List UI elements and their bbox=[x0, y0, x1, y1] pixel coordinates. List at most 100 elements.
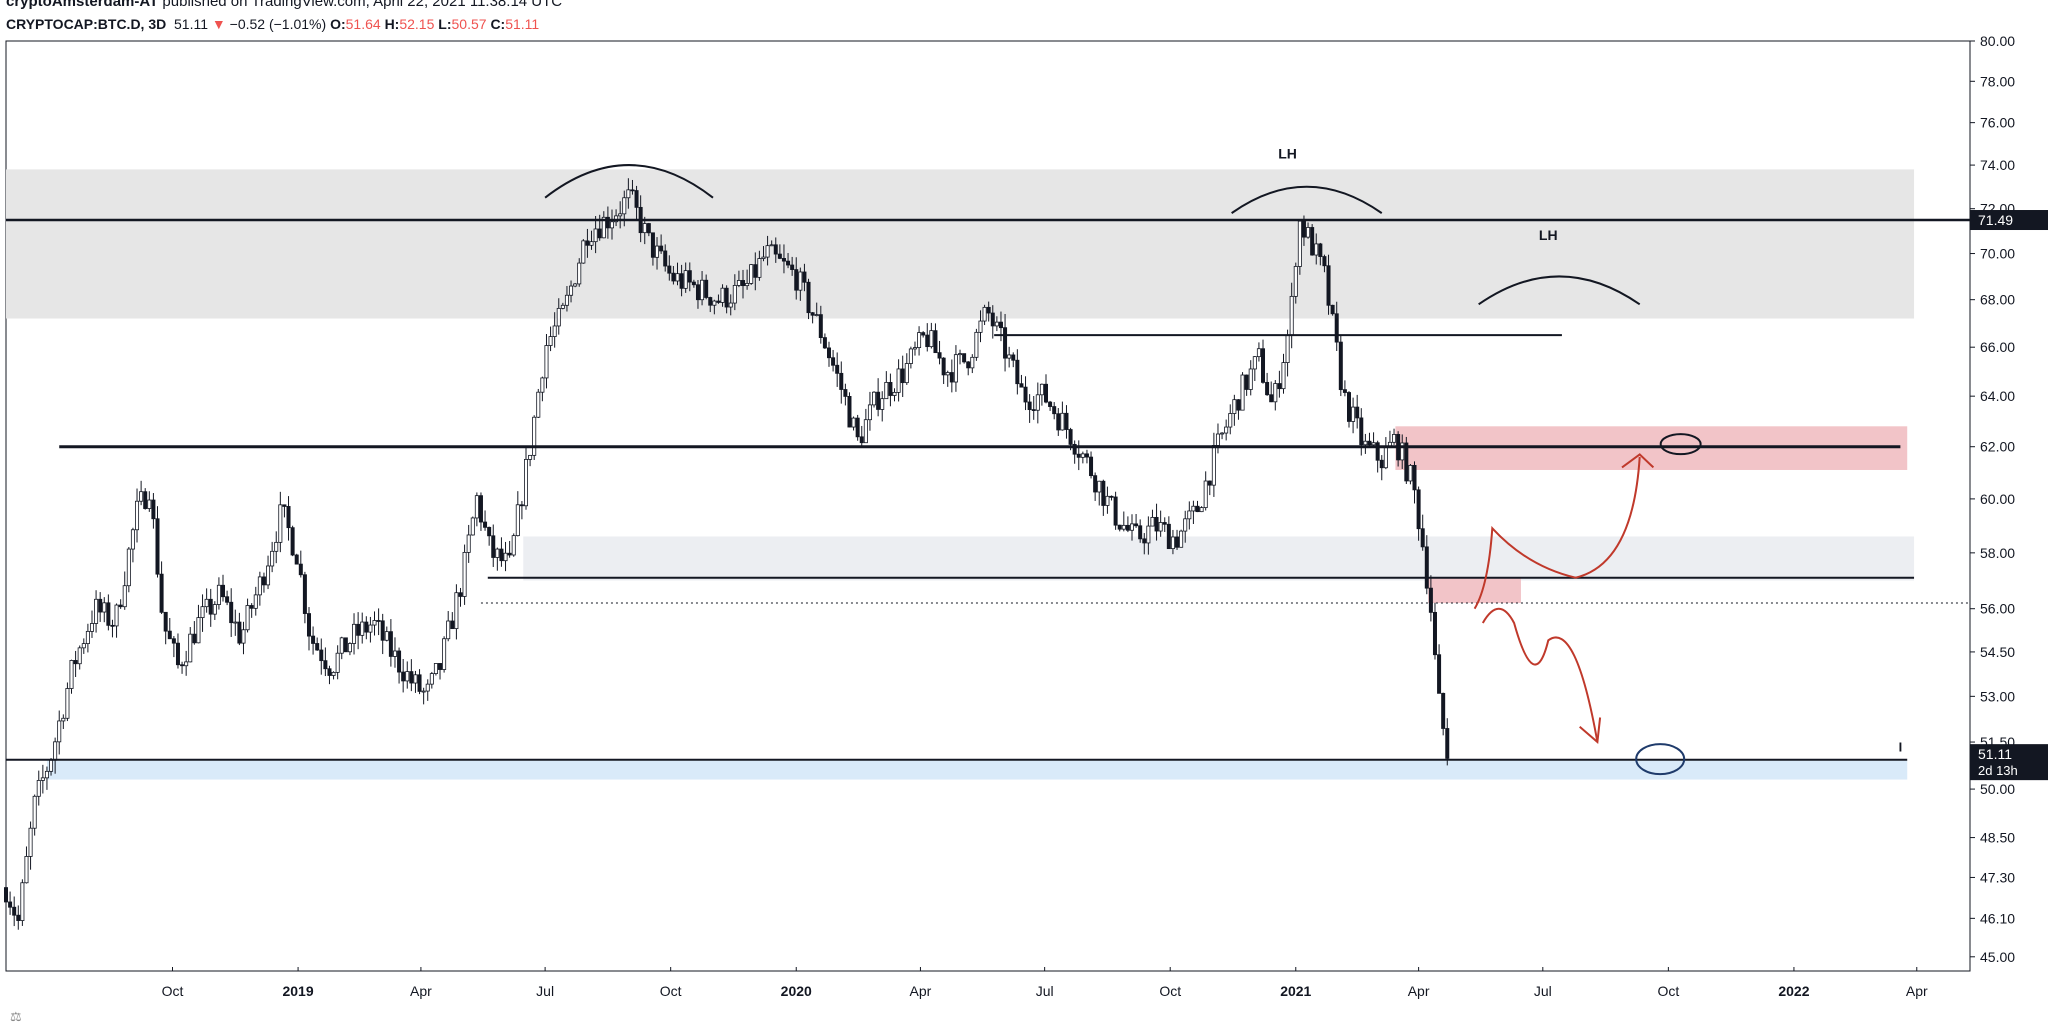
marker-label: I bbox=[1899, 739, 1903, 754]
candle bbox=[741, 280, 746, 287]
candle bbox=[433, 663, 438, 675]
time-tick-label: 2021 bbox=[1280, 983, 1311, 999]
candle bbox=[1346, 392, 1351, 422]
candle bbox=[589, 241, 594, 246]
candle bbox=[863, 419, 868, 444]
candle bbox=[655, 245, 660, 258]
candle bbox=[970, 356, 975, 369]
price-tick-label: 54.50 bbox=[1980, 644, 2015, 660]
circle-annotation-top[interactable] bbox=[1659, 433, 1702, 456]
top-arc-3[interactable] bbox=[1478, 275, 1641, 306]
candle bbox=[1027, 401, 1032, 410]
candle bbox=[1035, 394, 1040, 411]
bullish-path-arrow[interactable] bbox=[1473, 456, 1641, 610]
candle bbox=[851, 417, 856, 428]
candle bbox=[1342, 389, 1347, 393]
candle bbox=[425, 683, 430, 692]
candle bbox=[642, 223, 647, 234]
chart-header: cryptoAmsterdam-AT published on TradingV… bbox=[6, 0, 1956, 40]
candle bbox=[1048, 401, 1053, 407]
candle bbox=[994, 321, 999, 327]
candle bbox=[904, 363, 909, 384]
candle bbox=[663, 250, 668, 267]
candle bbox=[24, 856, 29, 884]
candle bbox=[552, 325, 557, 337]
candle bbox=[700, 279, 705, 301]
candle bbox=[1273, 383, 1278, 403]
candle bbox=[921, 332, 926, 336]
candle bbox=[32, 795, 37, 829]
time-tick-label: Jul bbox=[1534, 983, 1552, 999]
candle bbox=[4, 887, 9, 903]
time-tick-label: Apr bbox=[1906, 983, 1928, 999]
top-arc-1[interactable] bbox=[544, 164, 714, 199]
candle bbox=[1211, 445, 1216, 486]
candle bbox=[634, 190, 639, 208]
candle bbox=[364, 621, 369, 633]
candle bbox=[1228, 413, 1233, 428]
candle bbox=[1281, 362, 1286, 390]
time-tick-label: Apr bbox=[1408, 983, 1430, 999]
candle bbox=[675, 273, 680, 282]
candle bbox=[1003, 327, 1008, 359]
time-axis[interactable]: Oct 2019 Apr Jul Oct 2020 Apr Jul Oct 2021 Apr Jul O… bbox=[10, 967, 1928, 1023]
candle bbox=[687, 270, 692, 283]
candle bbox=[28, 827, 33, 857]
last-price: 51.11 bbox=[174, 16, 209, 32]
candle bbox=[360, 621, 365, 636]
price-tick-label: 76.00 bbox=[1980, 115, 2015, 131]
resistance-price-badge[interactable] bbox=[1970, 210, 2048, 231]
candle bbox=[81, 643, 86, 649]
candle bbox=[949, 372, 954, 383]
candle bbox=[290, 527, 295, 556]
candle bbox=[1166, 523, 1171, 550]
candle bbox=[356, 623, 361, 636]
time-tick-label: Oct bbox=[660, 983, 682, 999]
open-label: O: bbox=[330, 16, 346, 32]
symbol-interval[interactable]: CRYPTOCAP:BTC.D, 3D bbox=[6, 16, 167, 32]
author-name[interactable]: cryptoAmsterdam-AT bbox=[6, 0, 159, 10]
circle-annotation-bottom[interactable] bbox=[1635, 743, 1686, 776]
bearish-path-arrow[interactable] bbox=[1481, 607, 1599, 743]
candle bbox=[167, 630, 172, 640]
candle bbox=[573, 283, 578, 287]
candle bbox=[1220, 432, 1225, 435]
price-tick-label: 62.00 bbox=[1980, 439, 2015, 455]
time-tick-label: 2020 bbox=[781, 983, 812, 999]
last-price-badge[interactable] bbox=[1970, 744, 2048, 781]
candle bbox=[180, 664, 185, 667]
down-arrow-icon: ▼ bbox=[211, 16, 226, 32]
candle bbox=[1310, 227, 1315, 256]
candle bbox=[757, 258, 762, 278]
price-axis[interactable]: 80.0078.0076.0074.0072.0070.0068.0066.00… bbox=[1969, 33, 2015, 971]
candle bbox=[225, 596, 230, 603]
top-arc-2[interactable] bbox=[1231, 185, 1383, 214]
candle bbox=[1084, 453, 1089, 458]
candle bbox=[163, 611, 168, 632]
support-zone[interactable] bbox=[46, 760, 1908, 780]
candle bbox=[401, 671, 406, 682]
price-tick-label: 66.00 bbox=[1980, 339, 2015, 355]
candle bbox=[12, 906, 17, 916]
candle bbox=[990, 312, 995, 327]
candle bbox=[831, 357, 836, 366]
candle bbox=[790, 264, 795, 270]
candle bbox=[85, 630, 90, 644]
close-label: C: bbox=[490, 16, 506, 32]
candle bbox=[135, 500, 140, 531]
candle bbox=[491, 535, 496, 558]
mid-zone[interactable] bbox=[523, 536, 1915, 581]
candle bbox=[1101, 480, 1106, 506]
resistance-zone[interactable] bbox=[6, 169, 1915, 319]
candle bbox=[139, 491, 144, 502]
candle bbox=[986, 306, 991, 314]
candle bbox=[388, 631, 393, 657]
candle bbox=[560, 304, 565, 309]
candle bbox=[1420, 528, 1425, 548]
candle bbox=[892, 391, 897, 396]
candle bbox=[736, 280, 741, 286]
retest-zone[interactable] bbox=[1428, 577, 1521, 604]
candle bbox=[1023, 386, 1028, 403]
